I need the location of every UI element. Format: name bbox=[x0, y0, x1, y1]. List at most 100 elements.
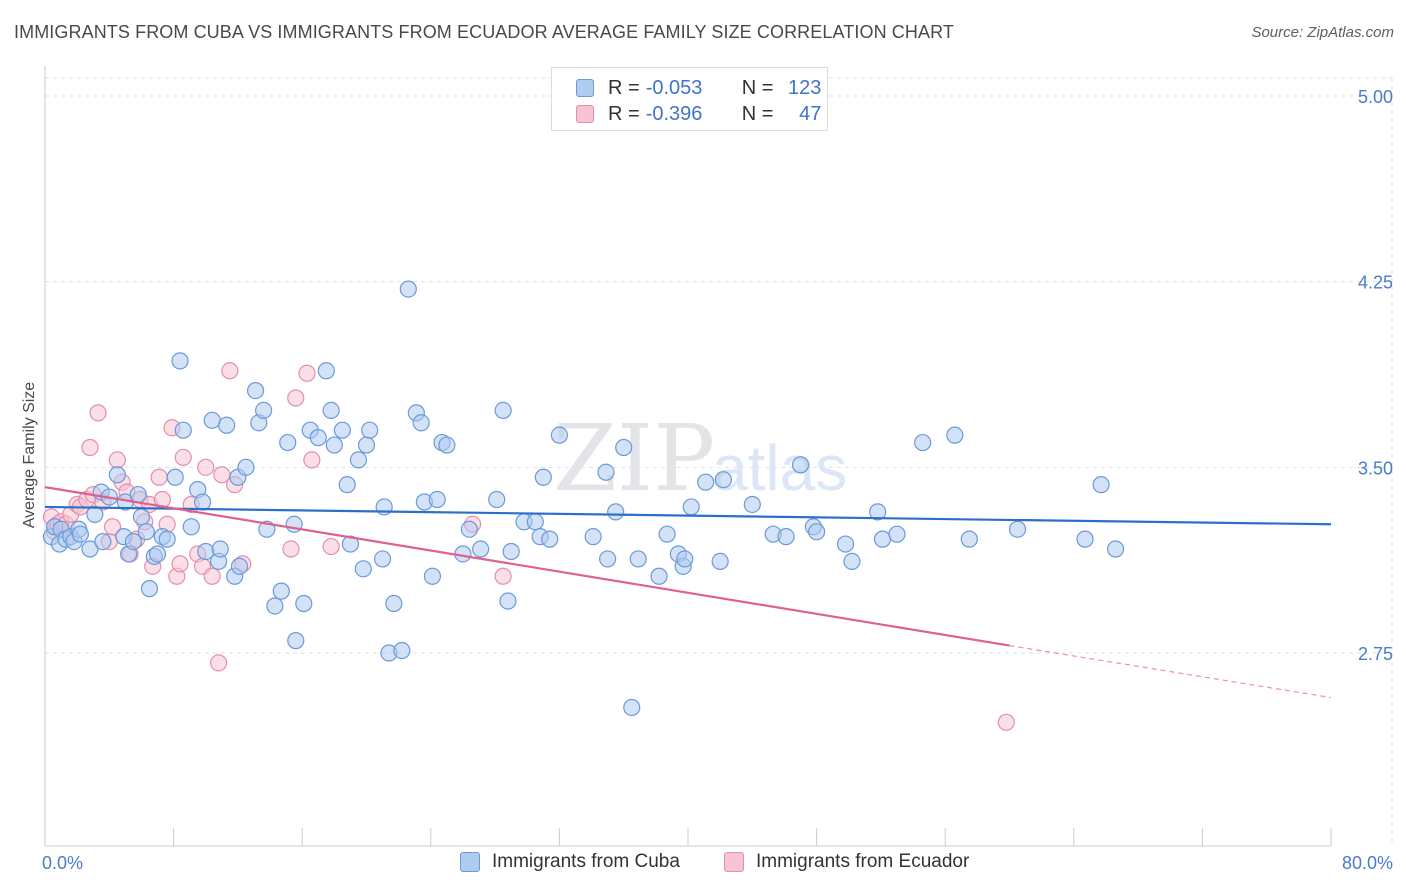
cuba-point bbox=[711, 552, 729, 571]
cuba-point bbox=[697, 473, 715, 491]
cuba-point bbox=[791, 456, 810, 474]
cuba-point bbox=[460, 520, 478, 538]
cuba-point bbox=[836, 535, 855, 553]
cuba-point bbox=[494, 401, 512, 419]
cuba-point bbox=[174, 421, 192, 439]
n-label: N = bbox=[741, 102, 774, 125]
y-tick-label: 4.25 bbox=[1358, 273, 1393, 293]
ecuador-point bbox=[997, 713, 1015, 731]
cuba-point bbox=[502, 542, 520, 561]
y-tick-label: 2.75 bbox=[1358, 644, 1393, 664]
cuba-point bbox=[499, 592, 517, 610]
cuba-point bbox=[137, 523, 155, 541]
cuba-point bbox=[203, 411, 221, 429]
cuba-point bbox=[1076, 530, 1094, 548]
y-tick-label: 5.00 bbox=[1358, 87, 1393, 107]
cuba-point bbox=[682, 498, 700, 516]
cuba-point bbox=[354, 560, 372, 578]
source-label: Source: ZipAtlas.com bbox=[1251, 24, 1394, 41]
ecuador-point bbox=[174, 448, 192, 467]
axes bbox=[44, 66, 1332, 847]
cuba-point bbox=[650, 567, 668, 585]
cuba-point bbox=[255, 401, 273, 419]
cuba-point bbox=[279, 433, 297, 452]
ecuador-points bbox=[42, 362, 1015, 731]
cuba-point bbox=[526, 513, 544, 531]
cuba-point bbox=[658, 525, 676, 543]
cuba-point bbox=[132, 508, 151, 526]
cuba-point bbox=[361, 421, 379, 439]
cuba-point bbox=[1008, 520, 1027, 538]
cuba-point bbox=[399, 280, 417, 298]
cuba-point bbox=[193, 493, 212, 511]
cuba-point bbox=[1092, 476, 1110, 494]
cuba-legend-swatch bbox=[460, 852, 480, 872]
cuba-point bbox=[129, 485, 147, 504]
cuba-point bbox=[888, 525, 906, 543]
cuba-point bbox=[714, 471, 732, 489]
cuba-point bbox=[338, 476, 356, 494]
cuba-point bbox=[946, 426, 964, 444]
trend-lines bbox=[44, 486, 1332, 699]
watermark-zip: ZIP bbox=[553, 405, 715, 512]
ecuador-point bbox=[303, 451, 321, 469]
cuba-point bbox=[743, 495, 761, 514]
ecuador-point bbox=[221, 362, 239, 380]
cuba-point bbox=[873, 530, 892, 548]
ecuador-swatch bbox=[576, 105, 594, 123]
cuba-point bbox=[629, 550, 647, 568]
cuba-point bbox=[357, 436, 376, 454]
ecuador-point bbox=[203, 567, 221, 585]
cuba-point bbox=[373, 550, 392, 568]
legend-item-cuba[interactable]: Immigrants from Cuba bbox=[460, 851, 680, 873]
cuba-point bbox=[615, 438, 633, 457]
cuba-point bbox=[843, 552, 861, 571]
y-axis-label: Average Family Size bbox=[21, 382, 38, 529]
ecuador-point bbox=[210, 654, 228, 672]
cuba-point bbox=[158, 530, 176, 548]
cuba-point bbox=[385, 594, 403, 613]
cuba-point bbox=[246, 381, 265, 400]
cuba-point bbox=[597, 463, 615, 481]
watermark-atlas: atlas bbox=[712, 432, 847, 504]
cuba-point bbox=[584, 528, 602, 546]
ecuador-legend-label: Immigrants from Ecuador bbox=[756, 851, 970, 872]
cuba-swatch bbox=[576, 79, 594, 97]
cuba-point bbox=[869, 503, 887, 521]
cuba-point bbox=[317, 362, 335, 380]
cuba-point bbox=[423, 567, 442, 585]
cuba-point bbox=[295, 594, 313, 613]
cuba-trend-line bbox=[44, 505, 1332, 526]
ecuador-point bbox=[322, 537, 340, 556]
cuba-point bbox=[266, 597, 284, 615]
ecuador-point bbox=[150, 468, 168, 486]
cuba-point bbox=[333, 421, 351, 439]
cuba-points bbox=[42, 280, 1125, 717]
ecuador-trend-line bbox=[44, 486, 1010, 647]
ecuador-point bbox=[282, 540, 300, 558]
cuba-point bbox=[623, 698, 641, 717]
r-label: R = bbox=[608, 76, 640, 99]
cuba-point bbox=[676, 550, 694, 568]
cuba-point bbox=[607, 503, 625, 521]
cuba-point bbox=[428, 490, 446, 509]
cuba-point bbox=[534, 468, 552, 486]
ecuador-point bbox=[197, 458, 215, 476]
cuba-point bbox=[309, 429, 327, 447]
cuba-point bbox=[541, 530, 559, 548]
legend-item-ecuador[interactable]: Immigrants from Ecuador bbox=[724, 851, 969, 873]
ecuador-point bbox=[89, 404, 107, 422]
x-tick-label-max: 80.0% bbox=[1342, 853, 1393, 873]
cuba-point bbox=[325, 436, 343, 454]
cuba-point bbox=[960, 530, 978, 548]
ecuador-legend-swatch bbox=[724, 852, 744, 872]
cuba-point bbox=[488, 490, 506, 509]
ecuador-trend-extension bbox=[1009, 644, 1332, 699]
cuba-point bbox=[341, 535, 360, 553]
cuba-point bbox=[211, 540, 229, 558]
ecuador-point bbox=[81, 438, 99, 457]
series-legend: Immigrants from Cuba Immigrants from Ecu… bbox=[0, 851, 1406, 877]
cuba-point bbox=[322, 401, 340, 419]
r-label: R = bbox=[608, 102, 640, 125]
